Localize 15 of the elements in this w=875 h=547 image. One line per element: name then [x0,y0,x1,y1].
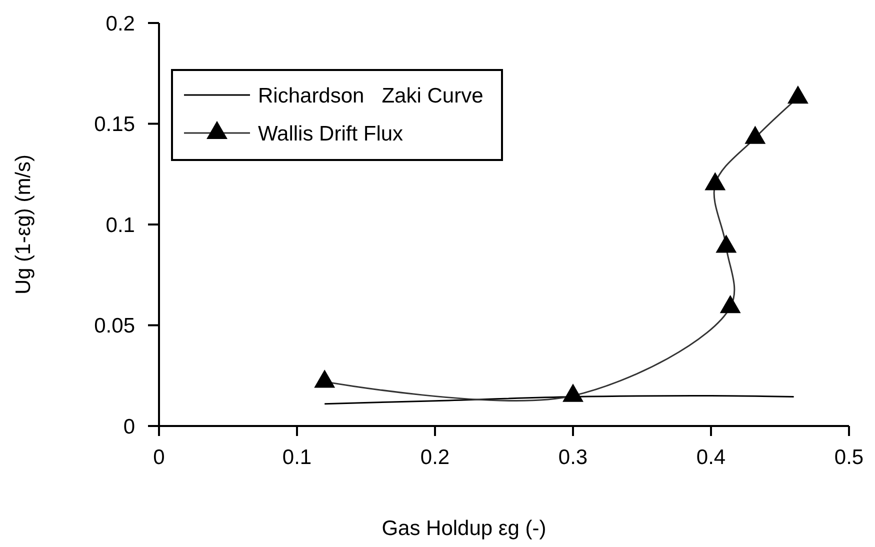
x-tick-label: 0.2 [420,446,450,469]
x-axis-title: Gas Holdup εg (-) [382,517,546,540]
y-tick-label: 0 [123,415,135,438]
y-tick-label: 0.2 [106,12,135,36]
legend-label: Wallis Drift Flux [258,122,404,146]
x-tick-label: 0.4 [696,446,726,469]
y-tick-label: 0.1 [106,214,135,237]
x-tick-label: 0.5 [834,446,864,469]
x-tick-label: 0 [153,446,165,469]
y-tick-label: 0.15 [94,113,135,136]
y-axis-title: Ug (1-εg) (m/s) [12,154,35,295]
y-tick-label: 0.05 [94,314,135,338]
x-tick-label: 0.3 [558,446,588,469]
x-tick-label: 0.1 [282,446,312,469]
legend-label: Richardson Zaki Curve [258,84,484,108]
